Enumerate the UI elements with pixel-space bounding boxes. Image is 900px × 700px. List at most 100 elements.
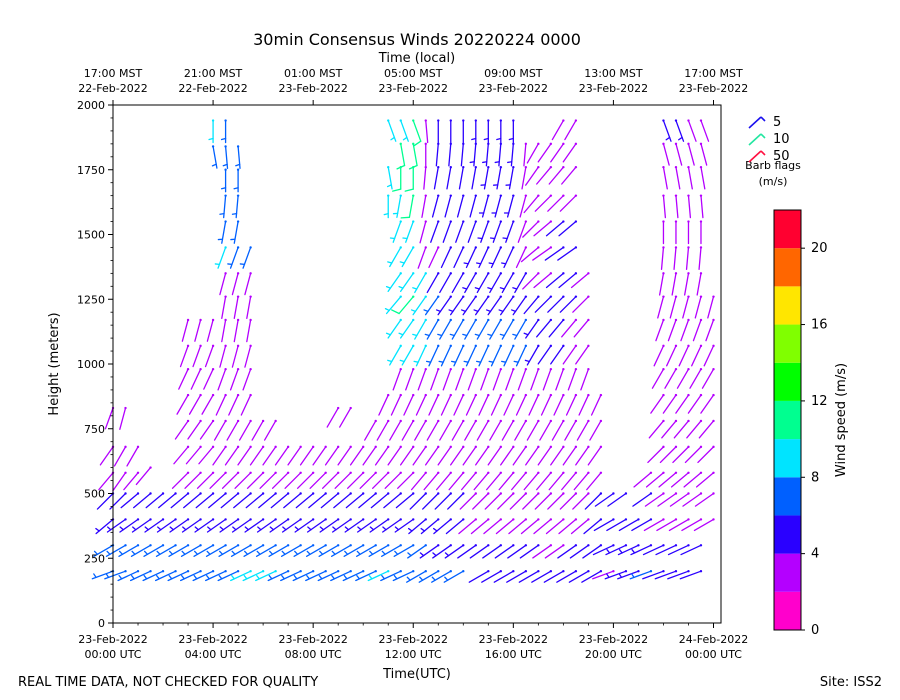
- barb-shaft: [96, 492, 114, 510]
- barb-half: [462, 333, 468, 337]
- barb-shaft: [198, 446, 214, 465]
- wind-barb: [384, 295, 402, 315]
- barb-shaft: [229, 246, 239, 269]
- barb-half: [413, 360, 419, 363]
- wind-barb: [511, 471, 528, 491]
- wind-barb: [346, 471, 365, 489]
- wind-barb: [687, 142, 695, 166]
- y-tick-label: 750: [84, 423, 105, 436]
- wind-barb: [458, 165, 465, 190]
- wind-barb: [547, 295, 565, 313]
- wind-barb: [444, 194, 452, 218]
- barb-half: [218, 574, 223, 580]
- barb-shaft: [462, 446, 477, 466]
- barb-half: [444, 576, 449, 581]
- barb-half: [169, 526, 174, 531]
- barb-shaft: [517, 220, 527, 243]
- wind-barb: [462, 272, 477, 294]
- wind-barb: [667, 544, 690, 556]
- barb-shaft: [672, 446, 690, 464]
- wind-barb: [448, 471, 465, 491]
- x-tick-local-date: 23-Feb-2022: [278, 82, 347, 95]
- wind-barb: [518, 570, 540, 583]
- wind-barb: [349, 445, 365, 466]
- barb-legend-entry: 5: [748, 115, 781, 130]
- barb-half: [425, 360, 432, 363]
- barb-shaft: [544, 544, 565, 559]
- barb-shaft: [483, 518, 502, 535]
- wind-barb: [607, 492, 628, 507]
- barb-half: [398, 332, 404, 336]
- barb-half: [435, 309, 442, 313]
- wind-barb: [382, 518, 402, 533]
- wind-barb: [407, 544, 427, 559]
- wind-barb: [470, 518, 490, 535]
- x-tick-local-date: 23-Feb-2022: [579, 82, 648, 95]
- barb-shaft: [586, 472, 602, 491]
- wind-barb: [119, 406, 127, 430]
- wind-barb: [274, 445, 290, 466]
- barb-shaft: [573, 472, 590, 491]
- barb-shaft: [171, 472, 189, 489]
- wind-barb: [487, 445, 503, 466]
- barb-shaft: [424, 296, 439, 316]
- barb-shaft: [188, 394, 202, 415]
- barb-shaft: [440, 394, 452, 416]
- barb-shaft: [487, 296, 502, 316]
- wind-barb: [440, 246, 452, 269]
- x-tick-utc-time: 20:00 UTC: [585, 648, 642, 661]
- wind-barb: [478, 194, 490, 218]
- wind-barb: [675, 393, 690, 414]
- wind-barb: [618, 518, 640, 532]
- x-tick-utc-time: 00:00 UTC: [84, 648, 141, 661]
- wind-barb: [390, 393, 402, 416]
- barb-shaft: [242, 368, 252, 391]
- barb-shaft: [593, 518, 615, 532]
- barb-half: [143, 574, 148, 580]
- barb-half: [432, 552, 437, 557]
- wind-barb: [281, 518, 302, 533]
- barb-shaft: [642, 544, 665, 556]
- wind-barb: [433, 518, 452, 535]
- barb-shaft: [525, 319, 539, 339]
- wind-barb: [213, 419, 227, 441]
- barb-shaft: [456, 194, 464, 218]
- wind-barb: [678, 344, 690, 367]
- barb-shaft: [133, 492, 152, 509]
- barb-shaft: [412, 446, 427, 466]
- wind-barb: [456, 194, 465, 218]
- barb-shaft: [158, 492, 177, 509]
- wind-barb: [421, 194, 427, 218]
- wind-barb: [217, 367, 227, 391]
- wind-barb: [307, 518, 327, 533]
- wind-barb: [557, 246, 578, 261]
- barb-shaft: [370, 492, 389, 509]
- barb-shaft: [249, 446, 264, 466]
- barb-shaft: [680, 319, 690, 342]
- barb-shaft: [530, 368, 539, 391]
- wind-barb: [451, 419, 465, 441]
- wind-barb: [642, 544, 665, 556]
- barb-half: [257, 526, 262, 531]
- wind-barb: [534, 492, 553, 510]
- barb-shaft: [675, 394, 690, 414]
- plot-frame: [112, 104, 722, 624]
- barb-shaft: [700, 194, 704, 219]
- wind-barb: [476, 419, 490, 441]
- barb-shaft: [475, 296, 489, 316]
- wind-barb: [326, 406, 340, 428]
- wind-barb: [490, 393, 503, 416]
- wind-barb: [666, 344, 678, 367]
- wind-barb: [445, 518, 465, 535]
- wind-barbs: [91, 119, 715, 583]
- barb-shaft: [453, 246, 464, 269]
- wind-barb: [673, 246, 678, 271]
- barb-half: [424, 333, 430, 337]
- barb-shaft: [465, 345, 477, 367]
- barb-shaft: [233, 220, 239, 244]
- wind-barb: [644, 492, 665, 507]
- wind-barb: [442, 367, 452, 391]
- barb-shaft: [501, 420, 514, 441]
- wind-barb: [502, 220, 515, 243]
- barb-shaft: [409, 492, 427, 510]
